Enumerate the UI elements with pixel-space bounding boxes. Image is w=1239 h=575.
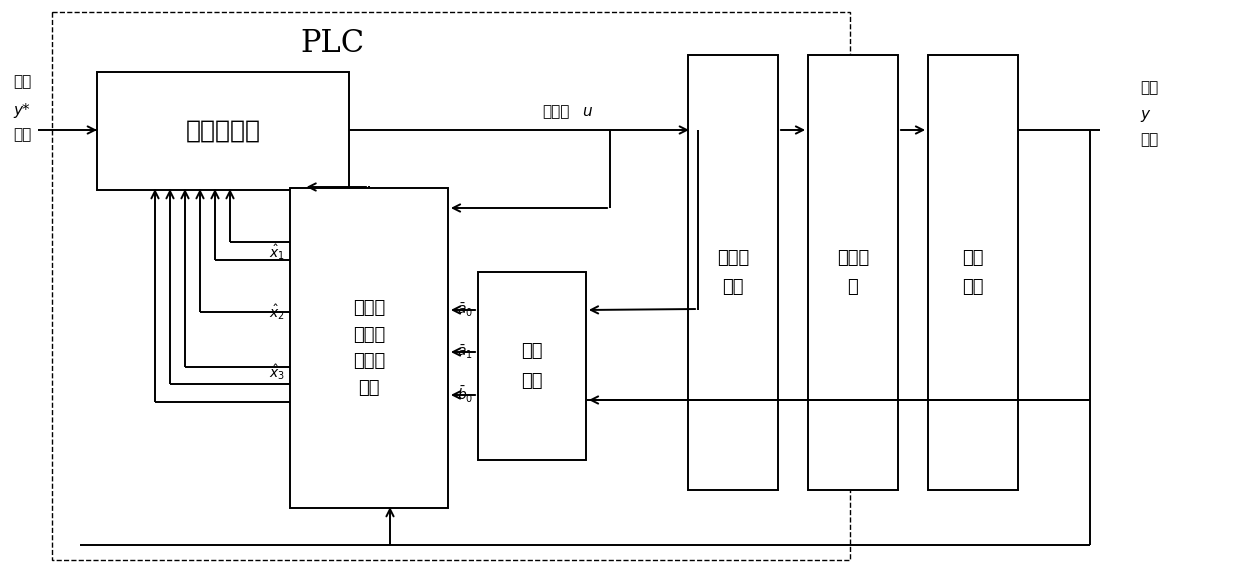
- Text: y*: y*: [14, 102, 30, 117]
- Text: u: u: [582, 105, 592, 120]
- Text: 转速: 转速: [12, 128, 31, 143]
- Text: $\hat{x}_3$: $\hat{x}_3$: [269, 362, 285, 382]
- Bar: [290, 188, 449, 508]
- Text: 设定: 设定: [12, 75, 31, 90]
- Text: $\hat{x}_1$: $\hat{x}_1$: [269, 242, 285, 262]
- Bar: [928, 55, 1018, 490]
- Text: 控制量: 控制量: [543, 105, 570, 120]
- Bar: [52, 12, 850, 560]
- Text: 转速: 转速: [1140, 132, 1158, 148]
- Bar: [808, 55, 898, 490]
- Text: y: y: [1140, 108, 1149, 122]
- Text: $\bar{a}_1$: $\bar{a}_1$: [457, 343, 473, 361]
- Text: 离线
辨识: 离线 辨识: [522, 342, 543, 390]
- Text: 反馈控制律: 反馈控制律: [186, 119, 260, 143]
- Text: $\bar{a}_0$: $\bar{a}_0$: [457, 301, 473, 319]
- Text: 离散时
间扩张
状态观
测器: 离散时 间扩张 状态观 测器: [353, 300, 385, 397]
- Text: 实际: 实际: [1140, 81, 1158, 95]
- Text: 三叶
风扇: 三叶 风扇: [963, 249, 984, 296]
- Bar: [688, 55, 778, 490]
- Text: $\hat{x}_2$: $\hat{x}_2$: [269, 302, 285, 322]
- Text: 伺服驱
动器: 伺服驱 动器: [717, 249, 750, 296]
- Bar: [97, 72, 349, 190]
- Bar: [478, 272, 586, 460]
- Text: $\bar{b}_0$: $\bar{b}_0$: [456, 385, 473, 405]
- Text: 伺服电
机: 伺服电 机: [836, 249, 869, 296]
- Text: PLC: PLC: [300, 29, 364, 59]
